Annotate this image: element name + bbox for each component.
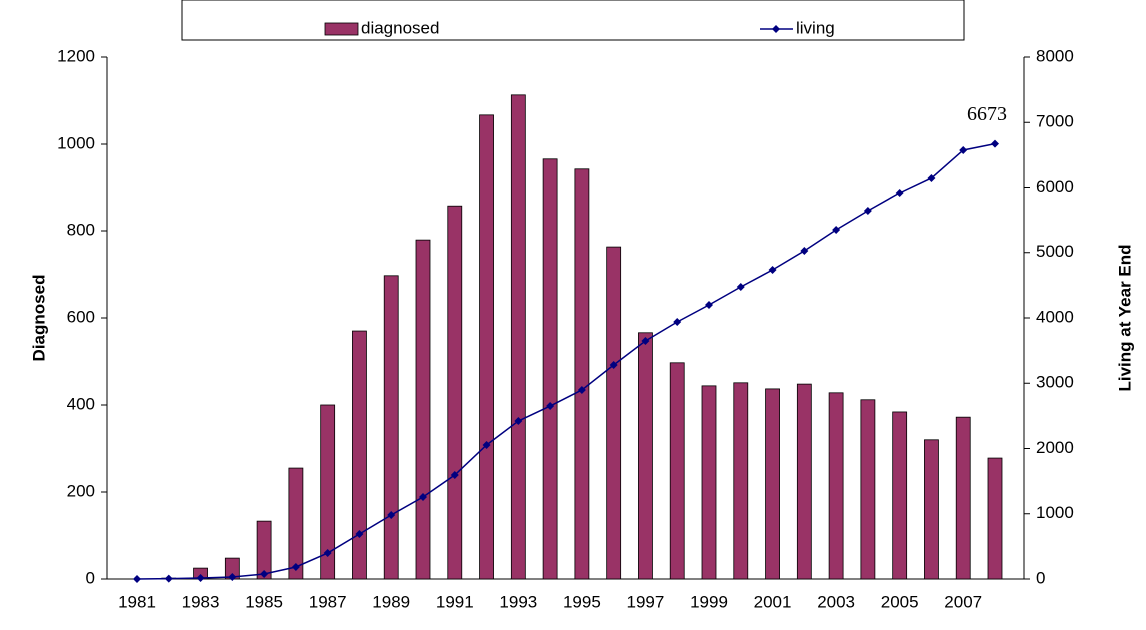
data-label: 6673: [967, 103, 1007, 125]
marker: [514, 417, 523, 426]
bar: [955, 416, 971, 580]
marker: [260, 569, 269, 578]
marker: [482, 440, 491, 449]
marker: [991, 139, 999, 148]
bar: [256, 520, 272, 580]
marker: [577, 385, 586, 394]
marker: [705, 301, 713, 310]
y2-tick-label: 2000: [1036, 438, 1074, 457]
bar: [574, 168, 590, 580]
x-tick-label: 1987: [309, 592, 347, 611]
y-tick-label: 1000: [57, 133, 95, 152]
marker: [863, 206, 872, 215]
marker: [450, 470, 459, 479]
x-tick-label: 1995: [563, 592, 601, 611]
bar: [828, 392, 844, 580]
y-tick-label: 200: [67, 481, 95, 500]
y2-tick-label: 8000: [1036, 46, 1074, 65]
bar: [288, 467, 304, 580]
marker: [291, 562, 300, 571]
x-tick-label: 1997: [627, 592, 665, 611]
bar: [447, 205, 463, 580]
bar: [796, 383, 812, 580]
legend-label: living: [796, 18, 835, 37]
bar: [542, 158, 558, 580]
y2-tick-label: 5000: [1036, 242, 1074, 261]
marker: [800, 246, 809, 255]
x-tick-label: 1985: [245, 592, 283, 611]
y-tick-label: 1200: [57, 46, 95, 65]
y-tick-label: 800: [67, 220, 95, 239]
marker: [323, 549, 332, 558]
bar: [860, 399, 876, 580]
x-tick-label: 1993: [499, 592, 537, 611]
bar: [669, 362, 685, 580]
bar: [701, 385, 717, 580]
x-tick-label: 1981: [118, 592, 156, 611]
bar: [352, 330, 367, 580]
marker: [895, 188, 904, 197]
marker: [609, 360, 618, 369]
x-tick-label: 1999: [690, 592, 728, 611]
bar: [638, 332, 653, 580]
bar: [479, 114, 494, 580]
marker: [768, 265, 777, 274]
bar: [733, 382, 749, 580]
marker: [641, 336, 650, 345]
y2-tick-label: 0: [1036, 568, 1045, 587]
line: [136, 142, 996, 580]
legend-marker: [772, 25, 780, 33]
bar: [510, 94, 526, 580]
marker: [387, 510, 396, 519]
legend-label: diagnosed: [361, 18, 439, 37]
x-tick-label: 1983: [182, 592, 220, 611]
legend-box: [181, 0, 965, 41]
marker: [228, 573, 237, 582]
y2-tick-label: 1000: [1036, 503, 1074, 522]
marker: [419, 492, 427, 501]
marker: [959, 145, 968, 154]
marker: [927, 173, 936, 182]
legend-swatch: [324, 22, 359, 36]
bar: [415, 239, 431, 580]
bar: [765, 388, 780, 580]
x-tick-label: 1989: [372, 592, 410, 611]
x-tick-label: 1991: [436, 592, 474, 611]
x-tick-label: 2003: [817, 592, 855, 611]
bar: [924, 439, 939, 580]
bar: [892, 411, 908, 580]
y-tick-label: 600: [67, 307, 95, 326]
marker: [546, 402, 555, 411]
x-tick-label: 2005: [881, 592, 919, 611]
x-tick-label: 2001: [754, 592, 792, 611]
y2-tick-label: 7000: [1036, 112, 1074, 131]
marker: [164, 574, 173, 583]
marker: [133, 575, 141, 583]
bar: [987, 457, 1003, 580]
y-tick-label: 400: [67, 394, 95, 413]
y2-axis-title: Living at Year End: [1115, 244, 1134, 391]
y-tick-label: 0: [86, 568, 95, 587]
bar: [606, 246, 622, 580]
marker: [736, 283, 745, 292]
marker: [196, 574, 205, 583]
bar: [320, 404, 336, 580]
y2-tick-label: 3000: [1036, 373, 1074, 392]
marker: [355, 529, 364, 538]
x-tick-label: 2007: [944, 592, 982, 611]
y2-tick-label: 4000: [1036, 307, 1074, 326]
marker: [673, 317, 682, 326]
y-axis-title: Diagnosed: [29, 275, 48, 362]
y2-tick-label: 6000: [1036, 177, 1074, 196]
marker: [832, 225, 841, 234]
bar: [383, 275, 399, 580]
